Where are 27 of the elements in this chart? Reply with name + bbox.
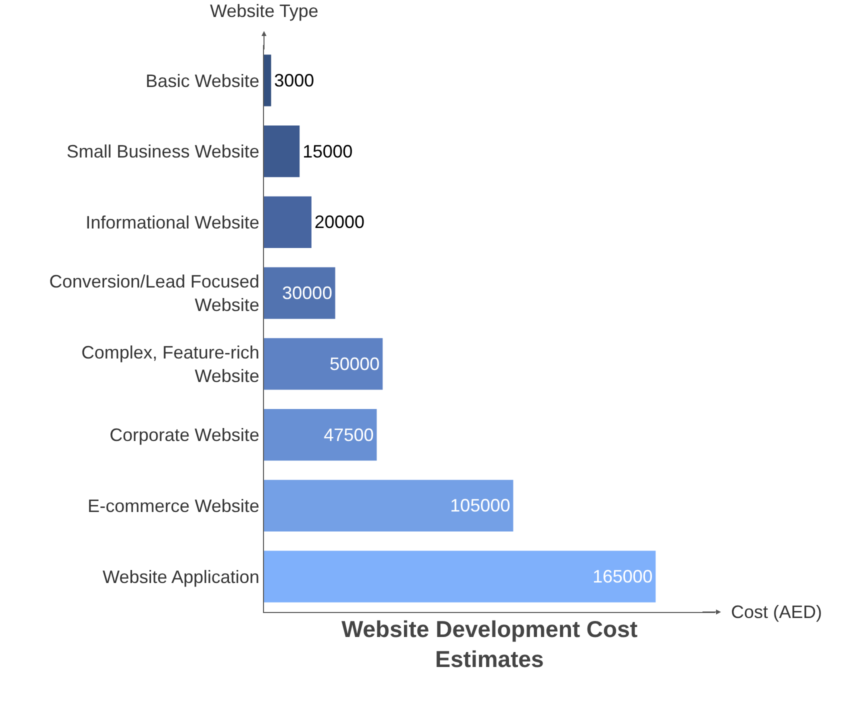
data-label: 50000 (330, 354, 380, 374)
y-axis-title: Website Type (210, 1, 318, 21)
bar (264, 408, 377, 461)
y-tick-label: Basic Website (146, 70, 260, 91)
text: Website Development Cost Estimates (341, 616, 638, 672)
bar (264, 338, 383, 390)
data-label: 30000 (282, 283, 332, 304)
y-tick-label: Small Business Website (66, 142, 260, 162)
bar (264, 125, 300, 178)
y-tick-label: Conversion/Lead Focused Website (49, 272, 260, 316)
y-tick-label: Corporate Website (110, 425, 260, 446)
x-axis-title: Cost (AED) (731, 602, 822, 622)
data-label: 15000 (302, 141, 353, 162)
bar (264, 196, 312, 248)
bar (264, 550, 656, 602)
bar (264, 54, 272, 106)
bar (264, 267, 336, 319)
y-tick-label: Complex, Feature-rich Website (81, 342, 260, 386)
y-tick-label: E-commerce Website (88, 496, 260, 516)
data-label: 47500 (324, 424, 374, 445)
data-label: 20000 (314, 212, 365, 232)
y-tick-label: Informational Website (86, 212, 260, 232)
data-label: 3000 (274, 70, 314, 90)
bar (264, 480, 514, 532)
y-tick-label: Website Application (102, 566, 260, 587)
data-label: 105000 (450, 496, 510, 516)
data-label: 165000 (592, 566, 653, 587)
